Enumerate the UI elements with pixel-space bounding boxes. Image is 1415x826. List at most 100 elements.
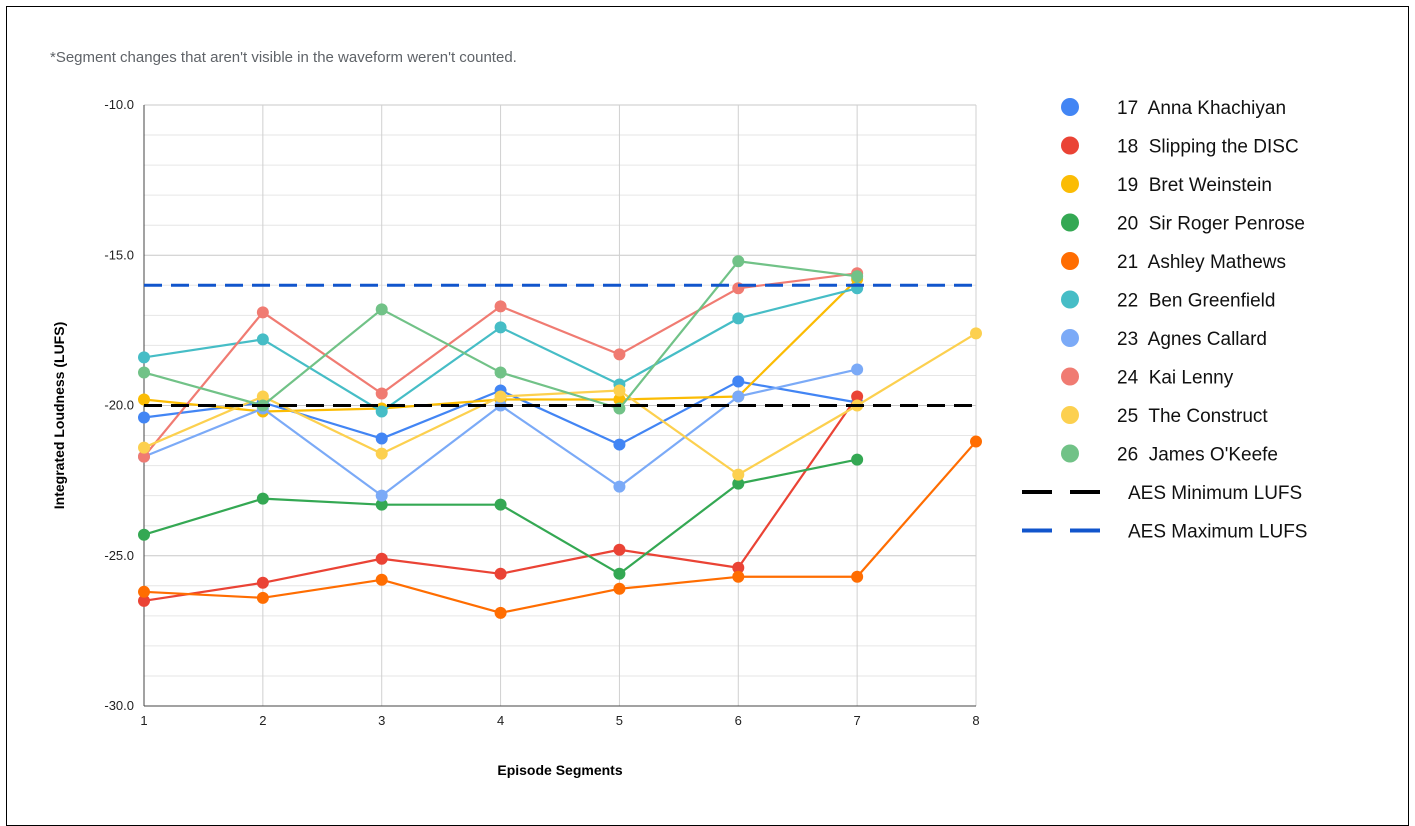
- legend-label: 18 Slipping the DISC: [1117, 137, 1299, 158]
- x-tick-label: 3: [378, 713, 385, 728]
- legend-label: AES Maximum LUFS: [1128, 522, 1307, 543]
- series: [138, 255, 982, 619]
- series-5: [138, 282, 864, 418]
- data-point: [613, 438, 626, 451]
- legend-item: 17 Anna Khachiyan: [1061, 98, 1286, 119]
- data-point: [138, 351, 150, 364]
- data-point: [138, 411, 150, 424]
- legend-item: 18 Slipping the DISC: [1061, 136, 1299, 158]
- data-point: [375, 447, 388, 460]
- data-point: [375, 405, 388, 418]
- data-point: [970, 327, 982, 340]
- legend-marker: [1061, 213, 1079, 232]
- legend-item: 25 The Construct: [1061, 406, 1268, 427]
- data-point: [494, 390, 507, 403]
- data-point: [732, 375, 745, 388]
- data-point: [613, 543, 626, 556]
- legend-item: 23 Agnes Callard: [1061, 329, 1267, 350]
- legend-label: 22 Ben Greenfield: [1117, 291, 1275, 312]
- series-3: [138, 453, 864, 580]
- data-point: [732, 390, 745, 403]
- data-point: [138, 441, 150, 454]
- x-tick-label: 7: [854, 713, 861, 728]
- data-point: [494, 300, 507, 313]
- legend-marker: [1061, 136, 1079, 155]
- data-point: [613, 567, 626, 580]
- data-point: [256, 390, 269, 403]
- data-point: [375, 552, 388, 565]
- legend-label: AES Minimum LUFS: [1128, 483, 1302, 504]
- x-axis-title: Episode Segments: [497, 762, 622, 778]
- legend: 17 Anna Khachiyan 18 Slipping the DISC 19 …: [1022, 98, 1307, 543]
- data-point: [256, 306, 269, 319]
- data-point: [851, 453, 864, 466]
- data-point: [851, 570, 864, 583]
- data-point: [494, 498, 507, 511]
- data-point: [613, 393, 626, 406]
- legend-label: 24 Kai Lenny: [1117, 368, 1234, 389]
- legend-label: 26 James O'Keefe: [1117, 445, 1278, 466]
- legend-label: 19 Bret Weinstein: [1117, 175, 1272, 196]
- data-point: [613, 582, 626, 595]
- data-point: [256, 576, 269, 589]
- data-point: [613, 480, 626, 493]
- data-point: [256, 333, 269, 346]
- data-point: [613, 348, 626, 361]
- legend-marker: [1061, 444, 1079, 463]
- data-point: [138, 585, 150, 598]
- data-point: [732, 477, 745, 490]
- data-point: [494, 567, 507, 580]
- data-point: [494, 366, 507, 379]
- data-point: [375, 387, 388, 400]
- data-point: [375, 432, 388, 445]
- data-point: [138, 528, 150, 541]
- data-point: [732, 468, 745, 481]
- legend-label: 21 Ashley Mathews: [1117, 252, 1286, 273]
- legend-marker: [1061, 367, 1079, 386]
- data-point: [732, 255, 745, 268]
- legend-item: AES Minimum LUFS: [1022, 483, 1302, 504]
- y-tick-label: -15.0: [104, 247, 134, 262]
- y-tick-label: -25.0: [104, 548, 134, 563]
- series-line: [143, 440, 977, 614]
- legend-item: AES Maximum LUFS: [1022, 522, 1307, 543]
- y-tick-label: -10.0: [104, 97, 134, 112]
- x-tick-label: 5: [616, 713, 623, 728]
- legend-item: 19 Bret Weinstein: [1061, 175, 1272, 196]
- legend-item: 22 Ben Greenfield: [1061, 290, 1275, 312]
- reference-lines: [144, 283, 976, 407]
- data-point: [375, 498, 388, 511]
- data-point: [494, 606, 507, 619]
- data-point: [494, 321, 507, 334]
- data-point: [613, 384, 626, 397]
- legend-label: 25 The Construct: [1117, 406, 1268, 427]
- data-point: [256, 591, 269, 604]
- legend-label: 20 Sir Roger Penrose: [1117, 214, 1305, 235]
- x-tick-label: 6: [735, 713, 742, 728]
- data-point: [375, 489, 388, 502]
- y-tick-label: -30.0: [104, 698, 134, 713]
- legend-marker: [1061, 252, 1079, 270]
- legend-item: 20 Sir Roger Penrose: [1061, 213, 1305, 235]
- legend-item: 24 Kai Lenny: [1061, 367, 1234, 389]
- y-axis-title: Integrated Loudness (LUFS): [51, 322, 67, 509]
- data-point: [138, 393, 150, 406]
- data-point: [851, 363, 864, 376]
- series-1: [138, 390, 864, 607]
- x-axis-ticks: 1 2 3 4 5 6 7 8: [140, 713, 979, 728]
- legend-item: 26 James O'Keefe: [1061, 444, 1278, 466]
- legend-label: 17 Anna Khachiyan: [1117, 98, 1286, 119]
- data-point: [138, 594, 150, 607]
- legend-marker: [1061, 98, 1079, 116]
- x-tick-label: 8: [972, 713, 979, 728]
- data-point: [256, 492, 269, 505]
- data-point: [138, 450, 150, 463]
- data-point: [138, 366, 150, 379]
- legend-item: 21 Ashley Mathews: [1061, 252, 1286, 273]
- chart-frame: [6, 6, 1409, 826]
- legend-marker: [1061, 329, 1079, 347]
- data-point: [851, 390, 864, 403]
- data-point: [375, 573, 388, 586]
- x-tick-label: 4: [497, 713, 504, 728]
- legend-marker: [1061, 175, 1079, 193]
